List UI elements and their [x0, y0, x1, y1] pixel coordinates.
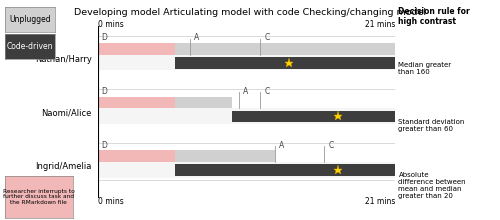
Text: 21 mins: 21 mins	[364, 20, 395, 29]
Text: C: C	[264, 33, 270, 42]
Text: C: C	[328, 141, 334, 150]
Text: Absolute
difference between
mean and median
greater than 20: Absolute difference between mean and med…	[398, 172, 466, 199]
Text: Unplugged: Unplugged	[9, 15, 51, 24]
Text: Developing model Articulating model with code Checking/changing model: Developing model Articulating model with…	[74, 8, 426, 17]
Text: 0 mins: 0 mins	[98, 20, 123, 29]
Bar	[232, 111, 395, 122]
Text: Median greater
than 160: Median greater than 160	[398, 62, 452, 75]
Text: 0 mins: 0 mins	[98, 197, 123, 206]
Bar	[232, 97, 395, 108]
Text: D: D	[102, 87, 108, 96]
Bar	[98, 43, 395, 70]
Bar	[98, 97, 395, 124]
Bar	[98, 97, 176, 108]
Text: A: A	[194, 33, 199, 42]
Text: Code-driven: Code-driven	[7, 42, 53, 51]
Bar	[274, 150, 395, 162]
Text: D: D	[102, 33, 108, 42]
Text: Decision rule for
high contrast: Decision rule for high contrast	[398, 7, 470, 26]
Bar	[98, 150, 176, 162]
Text: Standard deviation
greater than 60: Standard deviation greater than 60	[398, 119, 465, 132]
Text: A: A	[279, 141, 284, 150]
Text: A: A	[244, 87, 248, 96]
Bar	[176, 164, 395, 176]
Bar	[98, 43, 176, 55]
Bar	[176, 43, 395, 55]
Text: D: D	[102, 141, 108, 150]
Bar	[176, 57, 395, 69]
Text: Researcher interrupts to
further discuss task and
the RMarkdown file: Researcher interrupts to further discuss…	[3, 189, 74, 205]
Bar	[176, 97, 232, 108]
Text: C: C	[264, 87, 270, 96]
Text: 21 mins: 21 mins	[364, 197, 395, 206]
Bar	[176, 150, 274, 162]
Bar	[98, 150, 395, 178]
